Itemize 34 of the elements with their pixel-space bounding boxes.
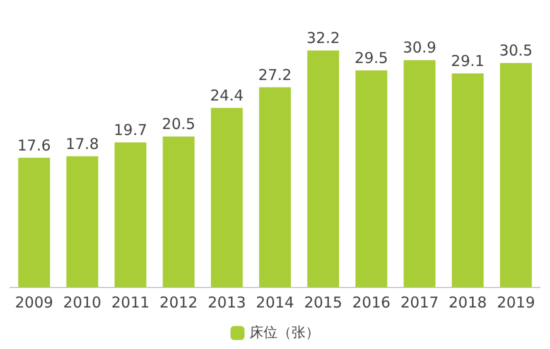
bar <box>404 60 436 287</box>
bar <box>452 73 484 287</box>
x-tick-label: 2012 <box>160 294 198 312</box>
data-label: 29.1 <box>451 52 484 70</box>
x-tick-label: 2019 <box>496 294 536 312</box>
bar <box>210 108 243 287</box>
data-label: 19.7 <box>114 120 148 139</box>
x-tick-label: 2016 <box>352 294 390 312</box>
x-tick-label: 2015 <box>304 294 342 312</box>
x-tick-label: 2014 <box>256 294 294 312</box>
data-label: 24.4 <box>210 86 244 104</box>
data-label: 32.2 <box>306 29 340 48</box>
x-tick-label: 2011 <box>111 294 150 312</box>
x-tick-label: 2018 <box>448 294 487 312</box>
x-tick-label: 2009 <box>14 294 54 312</box>
legend-label: 床位（张） <box>250 325 320 341</box>
bar <box>66 156 98 287</box>
data-label: 30.5 <box>499 42 533 60</box>
data-label: 27.2 <box>258 66 292 84</box>
bar <box>307 50 340 287</box>
data-label: 20.5 <box>162 114 196 133</box>
bar <box>500 63 532 287</box>
data-label: 30.9 <box>402 38 436 57</box>
data-label: 17.6 <box>17 136 51 154</box>
x-tick-label: 2017 <box>400 294 439 312</box>
bar <box>259 87 291 287</box>
bar <box>18 158 50 287</box>
x-tick-label: 2010 <box>63 294 102 312</box>
x-tick-label: 2013 <box>208 294 246 312</box>
bar <box>114 142 146 287</box>
bar <box>355 70 388 287</box>
data-label: 17.8 <box>66 134 99 153</box>
bar <box>162 136 195 287</box>
data-label: 29.5 <box>354 48 388 67</box>
